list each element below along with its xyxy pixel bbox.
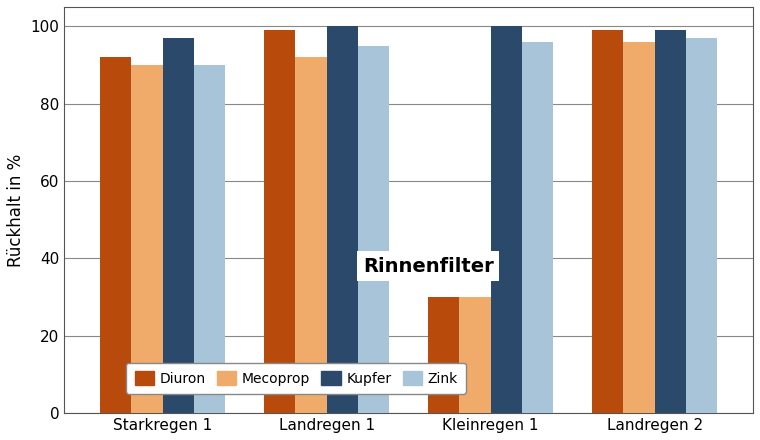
Bar — [522, 42, 553, 413]
Bar — [654, 398, 686, 413]
Bar — [491, 26, 522, 413]
Bar — [358, 398, 389, 413]
Bar — [686, 398, 717, 413]
Bar — [460, 398, 491, 413]
Bar — [623, 42, 654, 413]
Bar — [100, 57, 131, 413]
Bar — [264, 398, 296, 413]
Bar — [100, 398, 131, 413]
Bar — [429, 398, 460, 413]
Legend: Diuron, Mecoprop, Kupfer, Zink: Diuron, Mecoprop, Kupfer, Zink — [126, 363, 466, 394]
Bar — [194, 398, 225, 413]
Bar — [163, 398, 194, 413]
Bar — [296, 398, 327, 413]
Bar — [491, 398, 522, 413]
Bar — [592, 398, 623, 413]
Bar — [623, 398, 654, 413]
Bar — [686, 38, 717, 413]
Bar — [654, 30, 686, 413]
Bar — [358, 46, 389, 413]
Text: Rinnenfilter: Rinnenfilter — [363, 257, 494, 276]
Bar — [131, 65, 163, 413]
Bar — [460, 297, 491, 413]
Bar — [429, 297, 460, 413]
Bar — [194, 65, 225, 413]
Bar — [296, 57, 327, 413]
Bar — [327, 26, 358, 413]
Y-axis label: Rückhalt in %: Rückhalt in % — [7, 154, 25, 267]
Bar — [131, 398, 163, 413]
Bar — [327, 398, 358, 413]
Bar — [592, 30, 623, 413]
Bar — [522, 398, 553, 413]
Bar — [163, 38, 194, 413]
Bar — [264, 30, 296, 413]
